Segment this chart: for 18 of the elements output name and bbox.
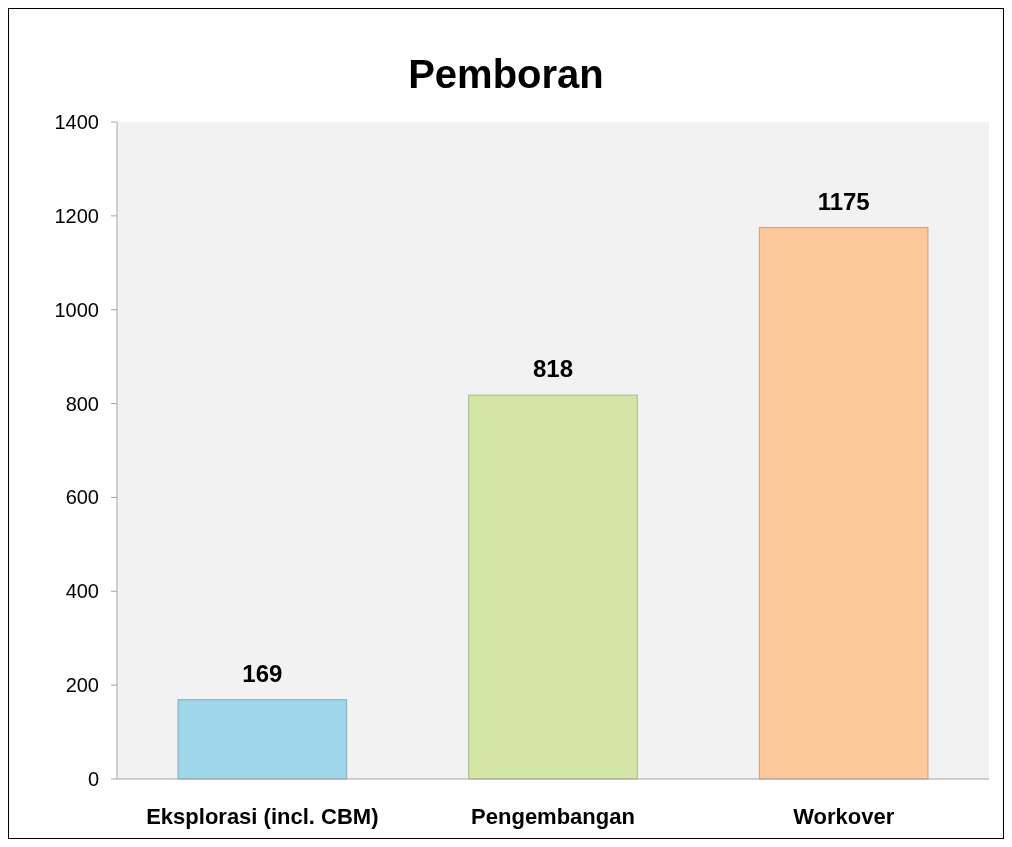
x-tick-label: Pengembangan [471,804,635,829]
data-label: 818 [532,355,574,383]
y-tick-label: 400 [65,580,99,603]
y-tick-label: 800 [65,392,99,415]
data-label: 1175 [817,187,870,215]
y-tick-label: 1200 [54,204,99,227]
y-tick-label: 1000 [54,298,99,321]
y-tick-label: 200 [65,674,99,697]
y-tick-label: 600 [65,486,99,509]
x-tick-label: Workover [793,804,895,829]
data-label: 169 [242,659,283,687]
bar [758,227,929,780]
bar [468,394,638,780]
x-tick-label: Eksplorasi (incl. CBM) [146,804,379,829]
bar [177,699,348,780]
chart-title: Pemboran [408,52,604,96]
y-tick-label: 1400 [54,111,99,133]
y-tick-label: 0 [87,768,99,790]
